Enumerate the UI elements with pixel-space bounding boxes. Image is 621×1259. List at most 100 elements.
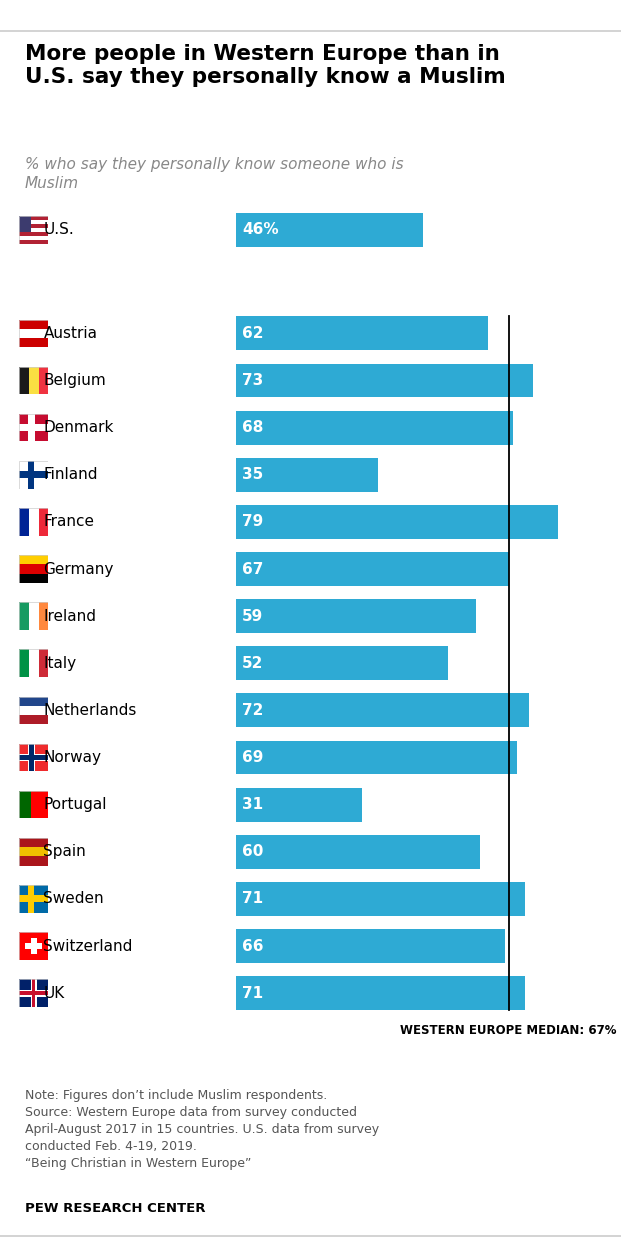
Text: Norway: Norway xyxy=(43,750,101,765)
Text: 69: 69 xyxy=(242,750,263,765)
Text: 60: 60 xyxy=(242,845,263,860)
Bar xyxy=(19,574,48,583)
Bar xyxy=(32,980,35,1007)
Bar xyxy=(19,847,48,856)
Text: Belgium: Belgium xyxy=(43,373,106,388)
Bar xyxy=(27,744,35,772)
Text: 59: 59 xyxy=(242,608,263,623)
Bar xyxy=(39,602,48,630)
Bar xyxy=(29,602,39,630)
Bar xyxy=(19,696,48,706)
Bar xyxy=(236,551,509,585)
Text: 62: 62 xyxy=(242,326,263,341)
Text: Note: Figures don’t include Muslim respondents.
Source: Western Europe data from: Note: Figures don’t include Muslim respo… xyxy=(25,1089,379,1170)
Text: UK: UK xyxy=(43,986,65,1001)
Bar xyxy=(19,424,48,431)
Bar xyxy=(19,991,48,995)
Text: Ireland: Ireland xyxy=(43,608,96,623)
Text: 71: 71 xyxy=(242,986,263,1001)
Bar xyxy=(25,943,42,949)
Text: 67: 67 xyxy=(242,562,263,577)
Text: U.S.: U.S. xyxy=(43,222,75,237)
Bar xyxy=(19,754,48,760)
Bar xyxy=(236,364,533,398)
Bar xyxy=(19,791,30,818)
Bar xyxy=(30,791,48,818)
Text: Switzerland: Switzerland xyxy=(43,938,133,953)
Bar xyxy=(19,329,48,337)
Bar xyxy=(29,650,39,677)
Bar xyxy=(19,755,48,759)
Text: WESTERN EUROPE MEDIAN: 67%: WESTERN EUROPE MEDIAN: 67% xyxy=(401,1025,617,1037)
Bar xyxy=(30,938,37,954)
Bar xyxy=(19,239,48,243)
Bar xyxy=(19,337,48,347)
Text: Portugal: Portugal xyxy=(43,797,107,812)
Text: 66: 66 xyxy=(242,938,263,953)
Text: More people in Western Europe than in
U.S. say they personally know a Muslim: More people in Western Europe than in U.… xyxy=(25,44,505,87)
Bar xyxy=(27,885,34,913)
Bar xyxy=(19,220,48,224)
Bar xyxy=(19,509,29,536)
Bar xyxy=(19,320,48,329)
Text: Germany: Germany xyxy=(43,562,114,577)
Bar xyxy=(19,232,48,235)
Bar xyxy=(27,461,34,488)
Text: Sweden: Sweden xyxy=(43,891,104,906)
Text: Netherlands: Netherlands xyxy=(43,703,137,718)
Bar xyxy=(19,706,48,715)
Bar xyxy=(236,929,505,963)
Bar xyxy=(236,694,529,728)
Bar xyxy=(27,414,35,442)
Bar xyxy=(236,883,525,915)
Text: 46%: 46% xyxy=(242,222,279,237)
Bar xyxy=(39,650,48,677)
Bar xyxy=(19,215,48,220)
Bar xyxy=(29,366,39,394)
Bar xyxy=(236,835,480,869)
Bar xyxy=(19,224,48,228)
Text: Finland: Finland xyxy=(43,467,98,482)
Text: PEW RESEARCH CENTER: PEW RESEARCH CENTER xyxy=(25,1202,206,1215)
Bar xyxy=(19,602,29,630)
Bar xyxy=(19,715,48,724)
Bar xyxy=(19,235,48,239)
Text: 79: 79 xyxy=(242,515,263,529)
Text: 35: 35 xyxy=(242,467,263,482)
Text: Denmark: Denmark xyxy=(43,421,114,436)
Bar xyxy=(39,366,48,394)
Text: 68: 68 xyxy=(242,421,263,436)
Bar xyxy=(236,505,558,539)
Bar xyxy=(19,366,29,394)
Text: 52: 52 xyxy=(242,656,263,671)
Text: 31: 31 xyxy=(242,797,263,812)
Bar xyxy=(236,976,525,1010)
Bar xyxy=(236,458,378,492)
Text: 71: 71 xyxy=(242,891,263,906)
Bar xyxy=(19,838,48,847)
Bar xyxy=(29,744,34,772)
Bar xyxy=(19,650,29,677)
Text: Austria: Austria xyxy=(43,326,97,341)
Bar xyxy=(39,509,48,536)
Bar xyxy=(236,646,448,680)
Bar xyxy=(19,564,48,574)
Bar xyxy=(236,410,513,444)
Bar xyxy=(19,990,48,997)
Bar xyxy=(19,228,48,232)
Bar xyxy=(19,856,48,866)
Bar xyxy=(19,555,48,564)
Text: % who say they personally know someone who is
Muslim: % who say they personally know someone w… xyxy=(25,157,404,191)
Bar xyxy=(19,895,48,903)
Bar xyxy=(236,740,517,774)
Bar xyxy=(236,788,362,822)
Text: Italy: Italy xyxy=(43,656,76,671)
Bar xyxy=(29,509,39,536)
Bar xyxy=(236,316,488,350)
Bar xyxy=(30,980,37,1007)
Bar xyxy=(236,599,476,633)
Text: 72: 72 xyxy=(242,703,263,718)
Text: 73: 73 xyxy=(242,373,263,388)
Bar xyxy=(236,213,424,247)
Text: France: France xyxy=(43,515,94,529)
